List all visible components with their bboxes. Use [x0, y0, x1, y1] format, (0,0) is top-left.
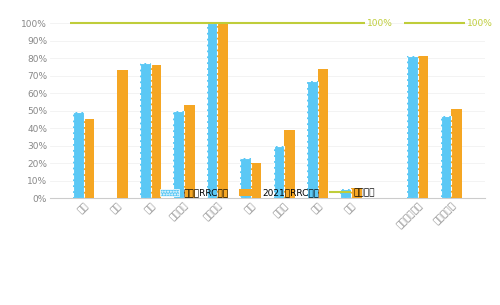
- Bar: [84, 120, 94, 198]
- Bar: [274, 146, 284, 198]
- Bar: [418, 56, 428, 198]
- Bar: [117, 70, 128, 198]
- Bar: [73, 113, 84, 198]
- Bar: [274, 146, 284, 198]
- Bar: [73, 113, 84, 198]
- Bar: [340, 189, 351, 198]
- Bar: [251, 163, 262, 198]
- Bar: [240, 158, 251, 198]
- Bar: [150, 65, 162, 198]
- Bar: [340, 189, 351, 198]
- Legend: 基线年RRC比例, 2021年RRC比例, 目标比例: 基线年RRC比例, 2021年RRC比例, 目标比例: [160, 188, 376, 198]
- Bar: [407, 56, 418, 198]
- Bar: [307, 81, 318, 198]
- Bar: [140, 63, 150, 198]
- Bar: [307, 81, 318, 198]
- Bar: [318, 69, 328, 198]
- Bar: [174, 111, 184, 198]
- Bar: [206, 23, 218, 198]
- Text: 100%: 100%: [366, 19, 392, 28]
- Bar: [284, 130, 295, 198]
- Bar: [351, 188, 362, 198]
- Bar: [206, 23, 218, 198]
- Bar: [407, 56, 418, 198]
- Bar: [184, 106, 194, 198]
- Bar: [440, 116, 451, 198]
- Bar: [140, 63, 150, 198]
- Bar: [218, 23, 228, 198]
- Bar: [240, 158, 251, 198]
- Bar: [451, 109, 462, 198]
- Bar: [174, 111, 184, 198]
- Text: 100%: 100%: [467, 19, 493, 28]
- Bar: [440, 116, 451, 198]
